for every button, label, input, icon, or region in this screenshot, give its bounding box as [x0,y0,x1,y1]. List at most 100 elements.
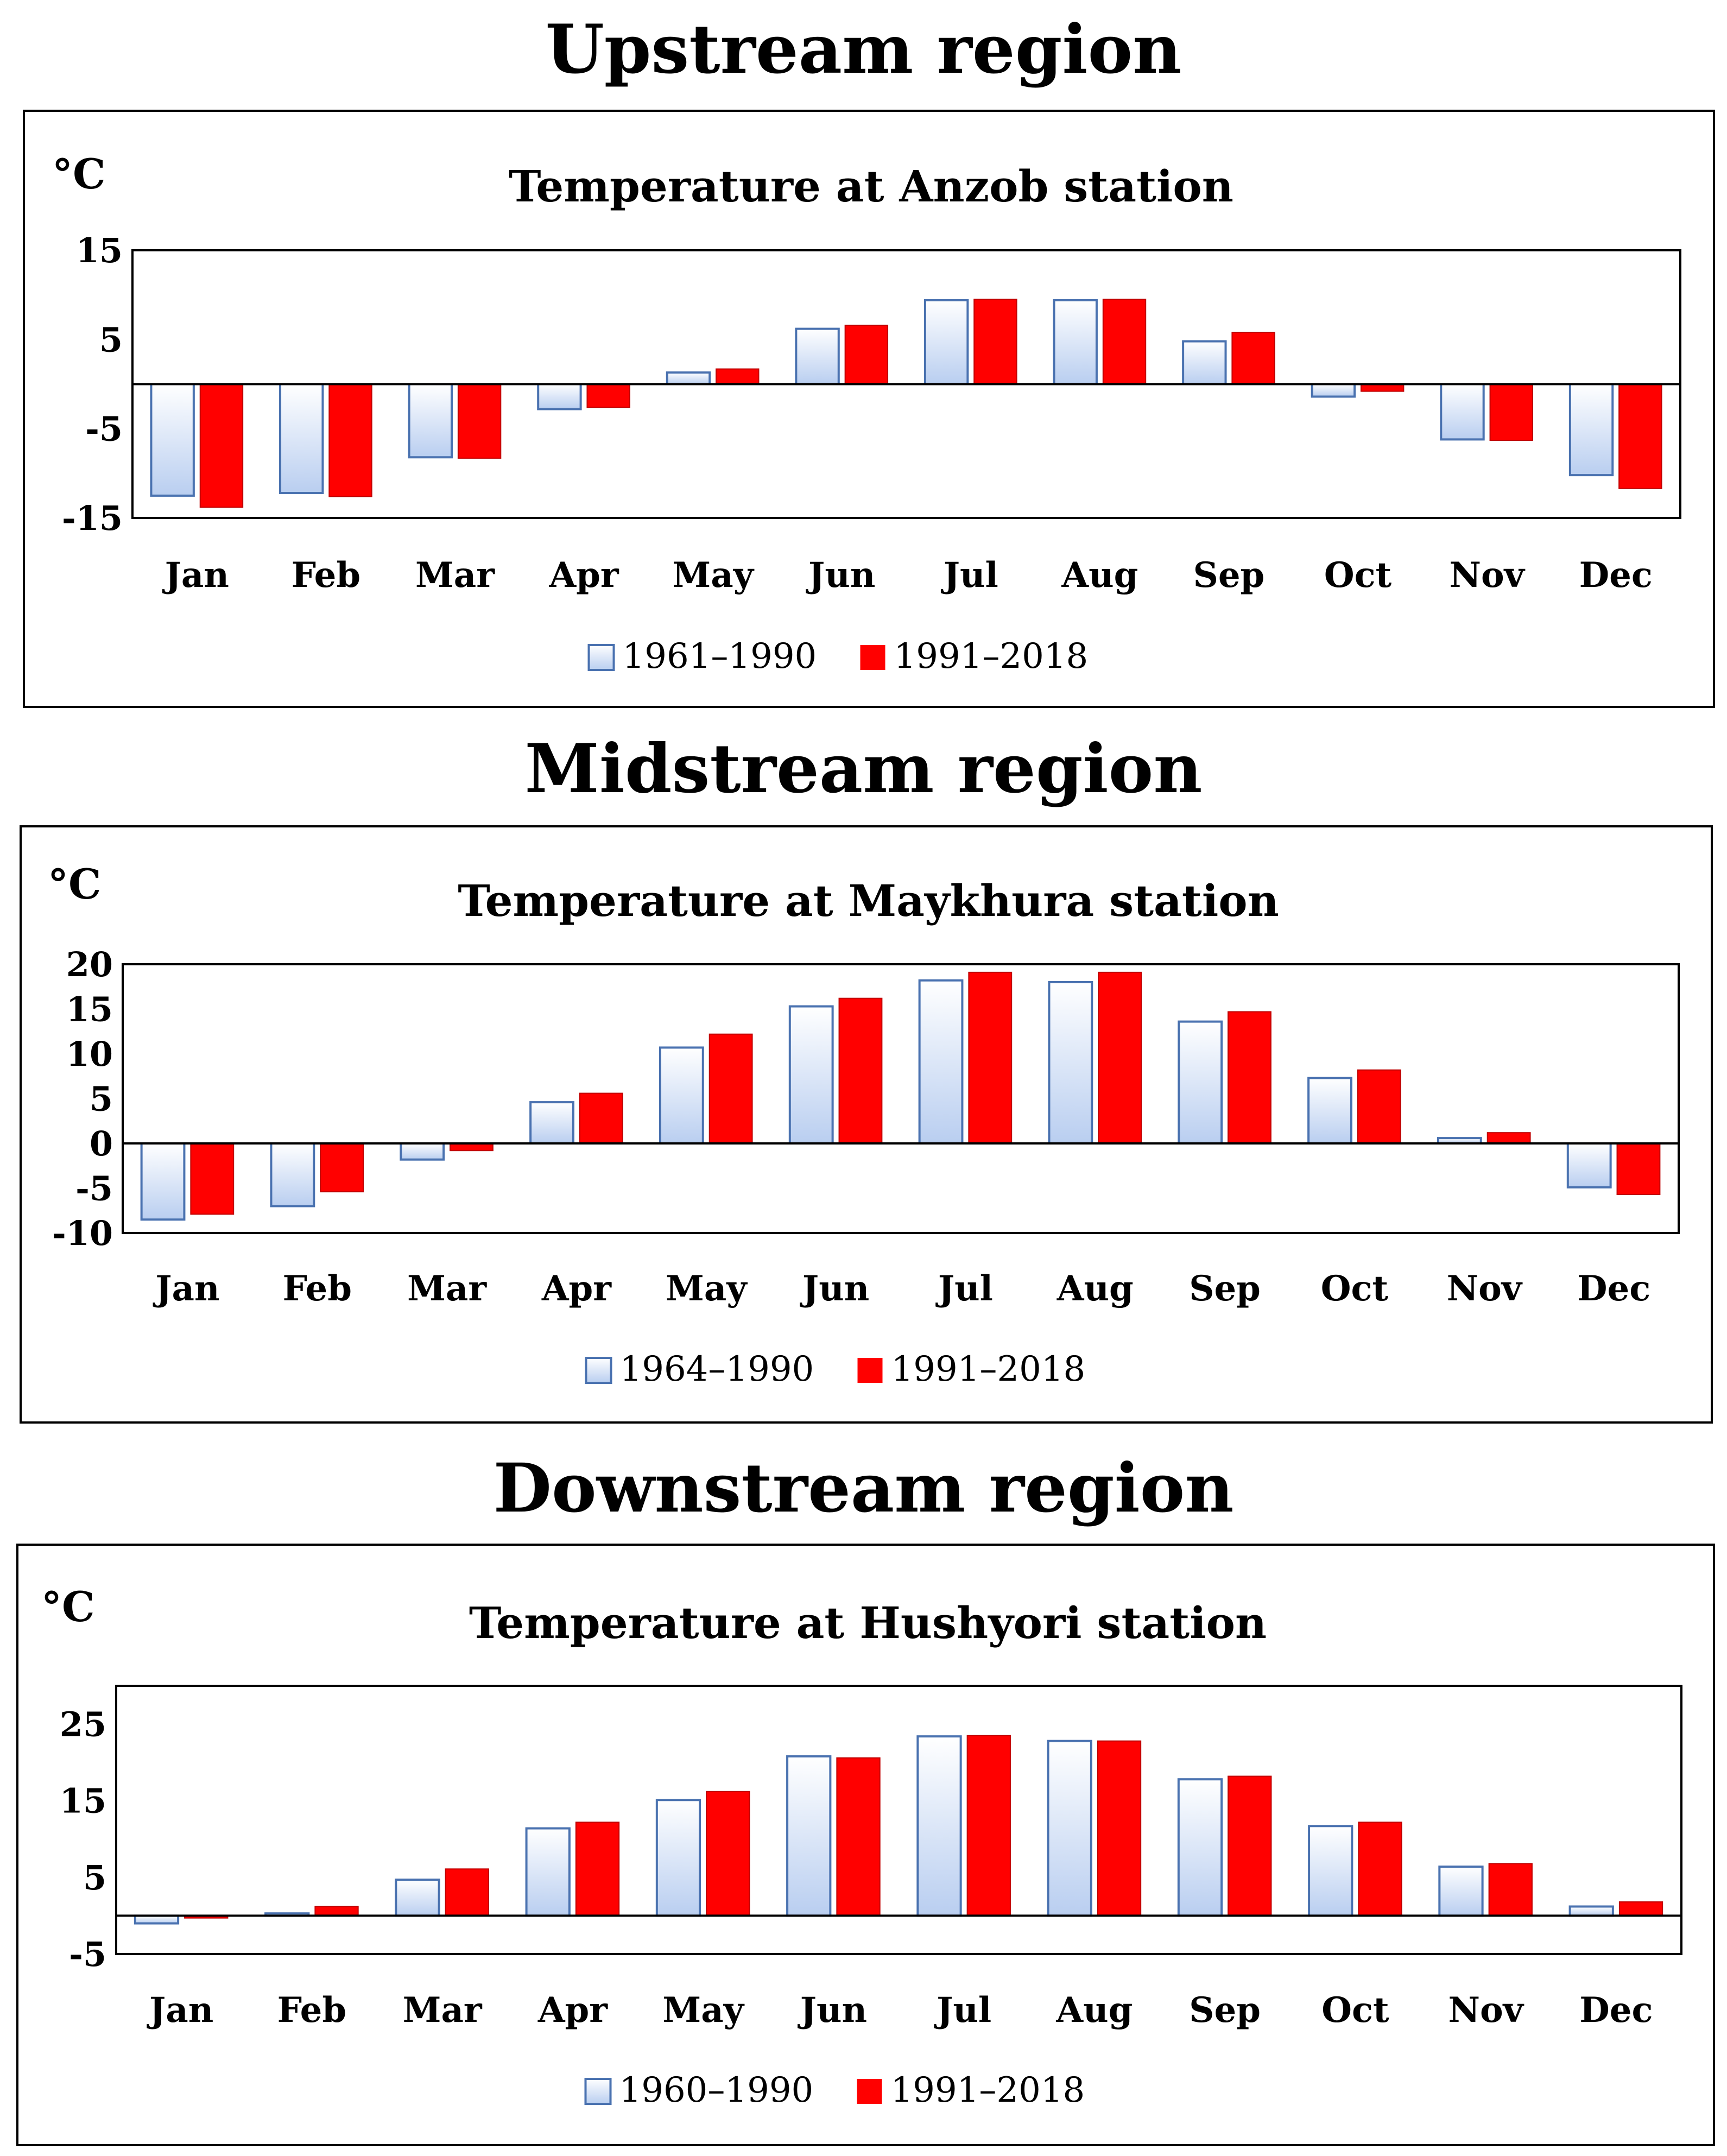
y-unit-label: °C [52,150,106,198]
legend-swatch-series-1 [584,2078,612,2105]
chart-panel-midstream: °C Temperature at Maykhura station 20 15 1… [20,825,1713,1424]
x-tick-label: May [662,1990,744,2031]
bar-series-1 [788,1005,834,1145]
bar-series-1 [1178,1020,1223,1145]
bar-series-1 [525,1827,571,1917]
x-tick-label: Jul [934,1990,991,2031]
x-tick-label: Sep [1189,1990,1261,2031]
x-tick-label: Aug [1057,1268,1134,1309]
x-tick-label: Jun [798,1990,867,2031]
chart-title: Temperature at Maykhura station [458,875,1279,926]
y-tick-label: 5 [83,1858,106,1898]
bar-series-2 [320,1143,364,1193]
bar-series-1 [655,1799,701,1917]
y-tick-label: 15 [76,231,123,270]
x-tick-label: Nov [1447,1268,1523,1309]
x-tick-label: Oct [1321,1990,1389,2031]
bar-series-2 [579,1092,623,1145]
y-tick-label: -5 [85,409,123,449]
bar-series-1 [666,371,711,385]
y-tick-label: 15 [60,1781,106,1821]
legend-label-series-1: 1960–1990 [619,2070,814,2110]
plot-area-frame [115,1685,1682,1955]
bar-series-2 [314,1906,359,1917]
bar-series-1 [395,1879,440,1917]
y-tick-label: -5 [69,1934,106,1974]
bar-series-2 [575,1822,620,1917]
bar-series-2 [1231,332,1275,385]
bar-series-2 [968,971,1013,1144]
x-tick-label: Dec [1579,555,1653,596]
bar-series-2 [1486,1132,1531,1145]
x-tick-label: Feb [283,1268,352,1309]
x-tick-label: Feb [292,555,360,596]
x-tick-label: Jan [147,1990,213,2031]
x-tick-label: Apr [541,1268,612,1309]
y-unit-label: °C [41,1583,95,1631]
bar-series-2 [586,383,630,408]
x-tick-label: Mar [415,555,495,596]
y-tick-label: -10 [52,1213,113,1253]
bar-series-2 [1098,971,1142,1144]
bar-series-2 [445,1868,489,1917]
bar-series-2 [328,383,372,497]
legend-swatch-series-2 [857,1358,883,1383]
bar-series-1 [786,1755,832,1917]
bar-series-2 [1357,1069,1401,1145]
region-title-upstream: Upstream region [545,10,1182,89]
bar-series-1 [795,327,840,385]
x-tick-label: Nov [1448,1990,1524,2031]
bar-series-2 [1102,299,1147,385]
chart-svg-upstream: 15 5 -5 -15 Jan Feb Mar Apr May Jun Jul Aug Sep Oct No… [62,231,1681,676]
bar-series-2 [973,299,1017,385]
x-tick-label: Mar [403,1990,483,2031]
legend-swatch-series-2 [860,645,885,670]
bar-series-2 [844,325,889,385]
bar-series-2 [190,1143,235,1215]
x-tick-label: Aug [1061,555,1138,596]
bar-series-2 [1618,383,1662,489]
bar-series-1 [1311,383,1356,398]
bar-series-1 [1566,1142,1612,1188]
chart-svg-downstream: 25 15 5 -5 Jan Feb Mar Apr May Jun Jul Aug Sep Oct Nov… [60,1685,1682,2110]
y-tick-label: 5 [99,320,123,359]
bar-series-2 [1618,1901,1663,1917]
x-tick-label: Jan [162,555,229,596]
y-tick-label: 20 [66,945,113,984]
bar-series-1 [1438,1866,1484,1917]
x-tick-label: Apr [548,555,619,596]
x-tick-label: Oct [1324,555,1392,596]
x-tick-label: Sep [1193,555,1265,596]
chart-panel-upstream: °C Temperature at Anzob station 15 5 -5 -15… [23,110,1715,708]
bar-series-2 [1616,1143,1661,1196]
region-title-midstream: Midstream region [524,730,1203,808]
bar-series-2 [716,368,760,385]
bar-series-1 [408,383,453,459]
bar-series-2 [966,1735,1011,1917]
y-tick-label: 0 [90,1124,113,1164]
legend-label-series-1: 1964–1990 [620,1349,814,1389]
bar-series-1 [659,1046,704,1145]
x-tick-label: Dec [1577,1268,1650,1309]
region-title-downstream: Downstream region [493,1449,1234,1528]
bar-series-2 [457,383,502,459]
plot-area-frame [122,963,1680,1234]
legend-swatch-series-2 [857,2079,882,2104]
x-tick-label: Jun [806,555,875,596]
bar-series-1 [279,383,324,494]
bar-series-1 [916,1735,962,1917]
y-tick-label: 10 [66,1034,113,1074]
x-tick-label: Dec [1579,1990,1653,2031]
legend-swatch-series-1 [587,644,615,671]
bar-series-1 [1308,1825,1353,1917]
bar-series-2 [836,1757,881,1917]
x-tick-label: May [666,1268,748,1309]
x-tick-label: Mar [407,1268,487,1309]
bar-series-1 [1568,1905,1614,1917]
chart-svg-midstream: 20 15 10 5 0 -5-10 Jan Feb Mar Apr May Jun Jul Aug Sep… [52,945,1680,1389]
x-tick-label: Apr [537,1990,608,2031]
bar-series-1 [1048,981,1093,1145]
legend-label-series-1: 1961–1990 [623,636,817,676]
bar-series-1 [923,299,969,385]
y-tick-label: 25 [60,1705,106,1744]
